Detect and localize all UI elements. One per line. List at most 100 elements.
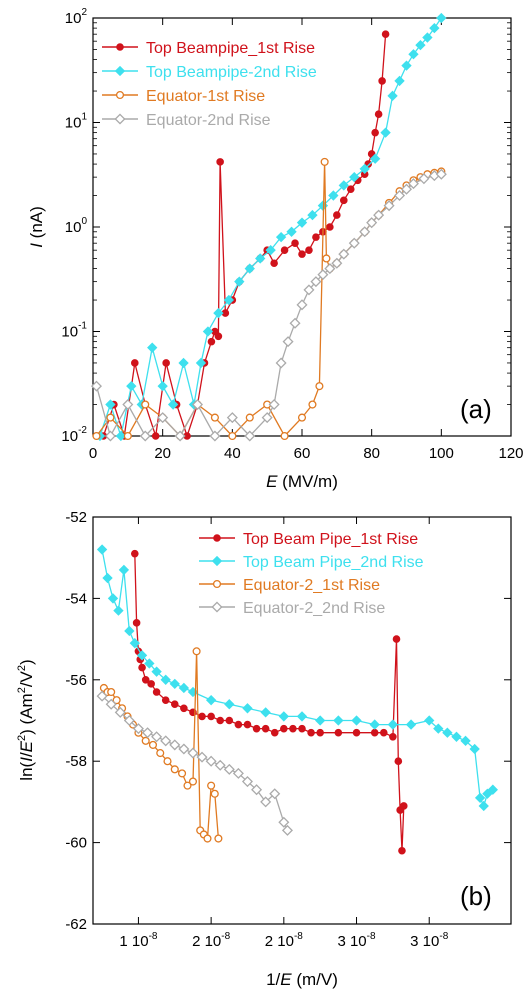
data-point xyxy=(275,231,287,243)
data-point xyxy=(328,190,339,201)
data-point xyxy=(156,749,165,758)
data-point xyxy=(209,430,221,442)
data-point xyxy=(442,727,453,738)
data-point xyxy=(96,544,108,555)
data-point xyxy=(261,724,270,733)
data-point xyxy=(278,816,290,828)
data-point xyxy=(241,776,253,788)
data-point xyxy=(251,784,263,796)
data-point xyxy=(338,180,349,191)
data-point xyxy=(312,233,320,241)
data-point xyxy=(307,728,315,737)
data-point xyxy=(170,765,179,774)
x-tick-label: 80 xyxy=(363,445,380,462)
data-point xyxy=(298,250,306,258)
data-point xyxy=(291,239,299,247)
data-point xyxy=(102,572,113,584)
data-point xyxy=(315,715,326,726)
data-point xyxy=(178,682,190,694)
data-point xyxy=(174,430,186,442)
data-point xyxy=(252,724,261,733)
data-point xyxy=(187,747,199,759)
chart-b-x-ticks: 1 10-8 2 10-8 2 10-8 3 10-8 3 10-8 xyxy=(119,517,449,950)
data-point xyxy=(383,200,395,212)
data-point xyxy=(260,796,272,808)
data-point xyxy=(228,431,237,441)
chart-b: 1 10-8 2 10-8 2 10-8 3 10-8 3 10-8 -62 -60 -58… xyxy=(16,509,512,989)
data-point xyxy=(192,647,201,656)
data-point xyxy=(352,728,361,737)
data-point xyxy=(183,781,192,790)
data-point xyxy=(163,757,172,766)
data-point xyxy=(139,430,151,442)
data-point xyxy=(346,185,355,193)
data-point xyxy=(280,724,288,733)
y-tick-label: -58 xyxy=(65,753,87,770)
data-point xyxy=(369,153,381,164)
chart-a: 0 20 40 60 80 100 120 10-2 10-1 100 101 102 Top Be… xyxy=(27,7,523,491)
data-point xyxy=(210,789,219,798)
data-point xyxy=(203,834,212,843)
data-point xyxy=(152,688,161,696)
data-point xyxy=(320,157,329,166)
data-point xyxy=(333,715,344,726)
data-point xyxy=(169,678,180,690)
data-point xyxy=(387,719,399,730)
data-point xyxy=(178,769,187,778)
data-point xyxy=(436,12,447,24)
data-point xyxy=(157,412,169,424)
data-point xyxy=(422,32,433,43)
data-point xyxy=(394,190,406,202)
legend-entry: Top Beam Pipe_1st Rise xyxy=(243,531,418,548)
data-point xyxy=(191,399,204,411)
legend-entry: Top Beam Pipe_2nd Rise xyxy=(243,554,424,571)
data-point xyxy=(207,337,216,346)
x-tick-label: 100 xyxy=(429,445,454,462)
data-point xyxy=(275,357,287,369)
chart-a-x-ticks: 0 20 40 60 80 100 120 xyxy=(89,18,523,462)
y-tick-label: 102 xyxy=(65,7,88,27)
data-point xyxy=(161,696,170,704)
data-point xyxy=(188,777,198,786)
data-point xyxy=(96,690,108,702)
data-point xyxy=(451,731,462,742)
data-point xyxy=(157,380,168,392)
data-point xyxy=(297,413,307,422)
x-tick-label: 2 10-8 xyxy=(192,931,231,950)
chart-b-series xyxy=(96,544,498,855)
data-point xyxy=(223,294,235,306)
data-point xyxy=(265,245,276,256)
legend-swatch-marker xyxy=(213,534,221,542)
data-point xyxy=(138,663,146,672)
series-3 xyxy=(99,647,223,843)
data-point xyxy=(141,736,150,745)
legend-swatch-marker xyxy=(114,65,126,77)
data-point xyxy=(281,824,293,836)
data-point xyxy=(334,728,343,737)
data-point xyxy=(407,178,419,190)
data-point xyxy=(107,593,119,604)
data-point xyxy=(151,432,160,440)
data-point xyxy=(379,728,388,737)
data-point xyxy=(280,431,289,441)
x-tick-label: 120 xyxy=(498,445,523,462)
data-point xyxy=(270,728,279,737)
legend-entry: Equator-2_2nd Rise xyxy=(243,600,385,617)
data-point xyxy=(394,75,405,87)
data-point xyxy=(148,740,158,749)
data-point xyxy=(243,720,252,729)
legend-swatch-marker xyxy=(211,555,223,567)
data-point xyxy=(394,757,403,765)
chart-a-y-axis-label: I (nA) xyxy=(27,206,46,248)
data-point xyxy=(324,263,336,275)
data-point xyxy=(289,317,301,329)
data-point xyxy=(333,211,341,219)
data-point xyxy=(387,90,398,101)
data-point xyxy=(178,743,190,755)
x-tick-label: 3 10-8 xyxy=(337,931,376,950)
data-point xyxy=(326,223,334,231)
data-point xyxy=(374,110,383,119)
data-point xyxy=(122,399,134,411)
data-point xyxy=(132,723,144,735)
data-point xyxy=(225,716,234,725)
